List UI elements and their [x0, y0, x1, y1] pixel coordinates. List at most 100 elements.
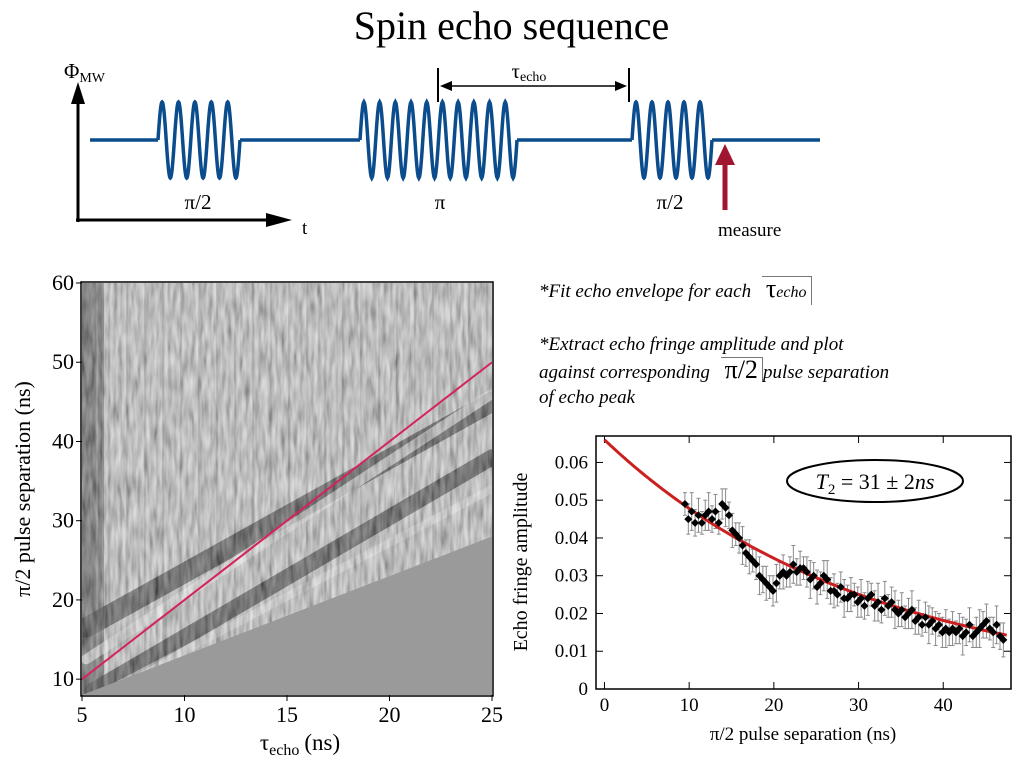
heatmap-stripe	[360, 283, 363, 695]
heatmap-y-tick-label: 30	[52, 508, 74, 533]
data-point	[972, 628, 981, 637]
diagram-y-label: ΦMW	[64, 59, 106, 86]
data-point	[833, 590, 842, 599]
scatter-x-tick-label: 30	[849, 695, 868, 716]
scatter-y-tick-label: 0	[579, 679, 589, 700]
data-point	[772, 579, 781, 588]
data-point	[785, 567, 794, 576]
scatter-x-label: π/2 pulse separation (ns)	[710, 724, 896, 745]
note-extract-amplitude: *Extract echo fringe amplitude and plot …	[539, 332, 999, 410]
heatmap-stripe	[426, 283, 429, 695]
heatmap-stripe	[282, 283, 285, 695]
data-point	[697, 518, 706, 527]
note-fit-envelope: *Fit echo envelope for each τecho	[539, 276, 812, 305]
data-point	[779, 567, 788, 576]
pulse-half-pi-2	[630, 99, 714, 181]
data-point	[762, 579, 771, 588]
data-point	[843, 594, 852, 603]
data-point	[748, 556, 757, 565]
data-point	[884, 601, 893, 610]
data-point	[863, 594, 872, 603]
data-point	[901, 613, 910, 622]
data-point	[999, 635, 1008, 644]
heatmap-stripe	[114, 283, 117, 695]
data-point	[684, 515, 693, 524]
note-2-line-3: of echo peak	[539, 387, 636, 408]
data-point	[745, 552, 754, 561]
data-point	[708, 515, 717, 524]
data-point	[874, 598, 883, 607]
heatmap-stripe	[402, 283, 405, 695]
note-2-line-2-start: against corresponding	[539, 362, 710, 383]
data-point	[775, 571, 784, 580]
diagram-x-arrowhead-icon	[266, 213, 292, 227]
heatmap-stripe	[342, 283, 345, 695]
heatmap-stripe	[132, 283, 135, 695]
scatter-y-tick-label: 0.04	[555, 528, 589, 549]
heatmap-stripe	[504, 283, 506, 695]
heatmap-stripe	[90, 283, 93, 695]
heatmap-stripe	[486, 283, 489, 695]
heatmap-lower-light-band	[98, 485, 492, 695]
data-point	[782, 571, 791, 580]
heatmap-stripe	[276, 283, 279, 695]
heatmap-stripe	[126, 283, 129, 695]
pulse-label-2: π	[435, 190, 446, 214]
data-point	[704, 507, 713, 516]
scatter-frame	[595, 435, 1012, 690]
data-point	[907, 605, 916, 614]
heatmap-stripe	[384, 283, 387, 695]
heatmap-stripe	[474, 283, 477, 695]
data-point	[921, 613, 930, 622]
heatmap-stripe	[222, 283, 225, 695]
heatmap-stripe	[192, 283, 195, 695]
heatmap-stripe	[180, 283, 183, 695]
scatter-x-tick-label: 20	[764, 695, 783, 716]
note-1-tau: τ	[765, 274, 777, 303]
data-point	[840, 594, 849, 603]
scatter-x-tick-label: 40	[934, 695, 953, 716]
heatmap-stripe	[480, 283, 483, 695]
heatmap-stripe	[252, 283, 255, 695]
heatmap-stripe	[144, 283, 147, 695]
microwave-waveform	[90, 98, 820, 182]
data-point	[914, 613, 923, 622]
interval-arrowhead-left-icon	[440, 81, 452, 91]
heatmap-light-band	[82, 388, 492, 665]
heatmap-stripe	[312, 283, 315, 695]
heatmap-stripe	[354, 283, 357, 695]
note-2-line-1: *Extract echo fringe amplitude and plot	[539, 334, 844, 355]
data-point	[752, 560, 761, 569]
heatmap-texture	[82, 283, 492, 695]
data-point	[694, 511, 703, 520]
pulse-sequence-diagram: ΦMW t π/2 π π/2 τecho measure	[64, 59, 820, 241]
diagram-x-label: t	[302, 218, 308, 239]
heatmap-stripe	[228, 283, 231, 695]
heatmap-y-tick-label: 60	[52, 270, 74, 295]
heatmap-stripe	[102, 283, 105, 695]
data-point	[799, 564, 808, 573]
t2-annotation-ellipse	[786, 459, 964, 503]
data-point	[880, 594, 889, 603]
data-point	[894, 609, 903, 618]
heatmap-y-tick-label: 20	[52, 587, 74, 612]
scatter-x-tick-label: 0	[600, 695, 610, 716]
heatmap-stripe	[186, 283, 189, 695]
heatmap-y-tick-label: 50	[52, 349, 74, 374]
pulse-pi	[358, 98, 519, 182]
data-point	[816, 579, 825, 588]
interval-arrowhead-right-icon	[615, 81, 627, 91]
interval-label: τecho	[512, 59, 547, 85]
data-point	[948, 624, 957, 633]
data-point	[992, 620, 1001, 629]
data-point	[965, 620, 974, 629]
data-point	[765, 583, 774, 592]
data-point	[823, 575, 832, 584]
data-point	[941, 624, 950, 633]
heatmap-stripe	[420, 283, 423, 695]
heatmap-x-tick-label: 10	[174, 702, 196, 727]
data-point	[718, 499, 727, 508]
heatmap-stripe	[204, 283, 207, 695]
data-point	[711, 507, 720, 516]
data-point	[735, 533, 744, 542]
